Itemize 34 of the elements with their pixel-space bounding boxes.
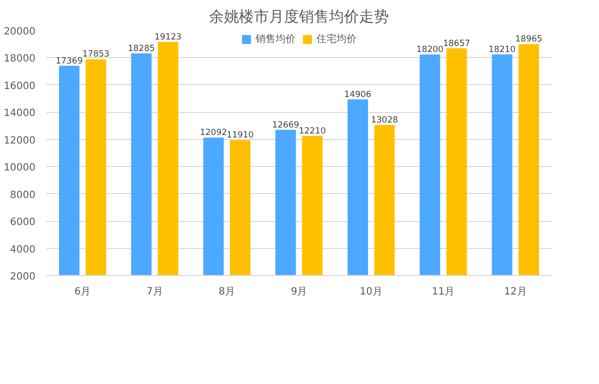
y-tick-label: 16000 (4, 80, 36, 92)
data-label: 17853 (82, 50, 110, 60)
y-tick-label: 20000 (4, 26, 36, 38)
data-label: 12092 (200, 128, 228, 138)
y-tick-label: 2000 (10, 272, 36, 282)
y-tick-label: 4000 (10, 244, 36, 256)
y-tick-label: 18000 (4, 54, 36, 65)
x-tick-label: 11月 (432, 286, 455, 298)
x-tick-label: 9月 (290, 286, 308, 298)
data-label: 18285 (128, 44, 155, 54)
chart-title: 余姚楼市月度销售均价走势 (209, 8, 389, 26)
data-label: 12669 (272, 120, 300, 130)
y-tick-label: 8000 (10, 190, 36, 201)
data-label: 19123 (154, 32, 182, 42)
data-label: 13028 (370, 115, 398, 126)
data-label: 18657 (443, 38, 470, 49)
y-tick-label: 6000 (10, 217, 36, 228)
x-tick-label: 10月 (360, 286, 383, 298)
x-tick-label: 8月 (218, 286, 236, 298)
y-tick-label: 12000 (4, 135, 36, 146)
data-label: 11910 (226, 130, 254, 141)
data-label: 12210 (298, 126, 326, 137)
data-label: 18965 (515, 34, 542, 45)
data-label: 18210 (488, 44, 516, 55)
x-tick-label: 7月 (146, 286, 163, 298)
x-tick-label: 6月 (74, 286, 91, 298)
legend-label: 销售均价 (256, 33, 296, 46)
data-label: 17369 (56, 56, 83, 66)
data-label: 18200 (416, 45, 444, 55)
data-label: 14906 (344, 90, 372, 100)
y-tick-label: 10000 (4, 162, 36, 174)
legend-label: 住宅均价 (316, 32, 356, 46)
y-tick-label: 14000 (4, 108, 36, 120)
x-tick-label: 12月 (504, 286, 527, 298)
